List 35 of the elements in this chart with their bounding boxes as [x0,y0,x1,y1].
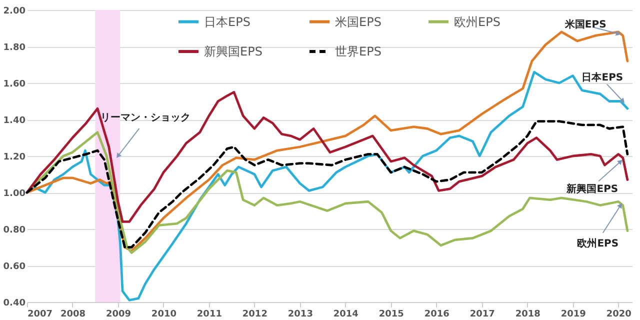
y-tick-label: 1.20 [3,152,26,162]
y-tick-label: 1.60 [3,80,26,90]
x-tick-label: 2011 [196,310,222,320]
y-tick-label: 1.00 [3,189,26,199]
y-tick-label: 0.40 [3,298,26,308]
legend-label: 日本EPS [204,14,250,29]
x-tick-label: 2008 [60,310,86,320]
legend-label: 新興国EPS [204,44,262,58]
y-tick-label: 2.00 [3,6,26,16]
line-series [26,90,629,223]
line-series [26,30,629,252]
y-tick-label: 1.80 [3,43,26,53]
annotation: 新興国EPS [566,182,618,195]
y-tick-label: 0.60 [3,262,26,272]
x-tick-label: 2019 [560,310,586,320]
annotation: 欧州EPS [577,238,619,250]
x-tick-label: 2016 [424,310,450,320]
x-tick-label: 2012 [242,310,268,320]
x-tick-label: 2020 [606,310,632,320]
x-tick-label: 2017 [470,310,495,320]
annotation: リーマン・ショック [100,112,190,124]
annotation: 日本EPS [582,72,624,84]
x-tick-label: 2010 [151,310,176,320]
legend-label: 世界EPS [335,44,382,58]
x-tick-label: 2009 [106,310,132,320]
legend-label: 米国EPS [335,14,382,29]
annotation: 米国EPS [564,18,606,31]
x-tick-label: 2013 [288,310,313,320]
x-tick-label: 2007 [28,310,53,320]
x-tick-label: 2014 [333,310,358,320]
y-tick-label: 0.80 [3,226,26,236]
x-tick-label: 2015 [378,310,404,320]
y-tick-label: 1.40 [3,116,26,126]
x-tick-label: 2018 [515,310,540,320]
legend-label: 欧州EPS [454,14,500,29]
